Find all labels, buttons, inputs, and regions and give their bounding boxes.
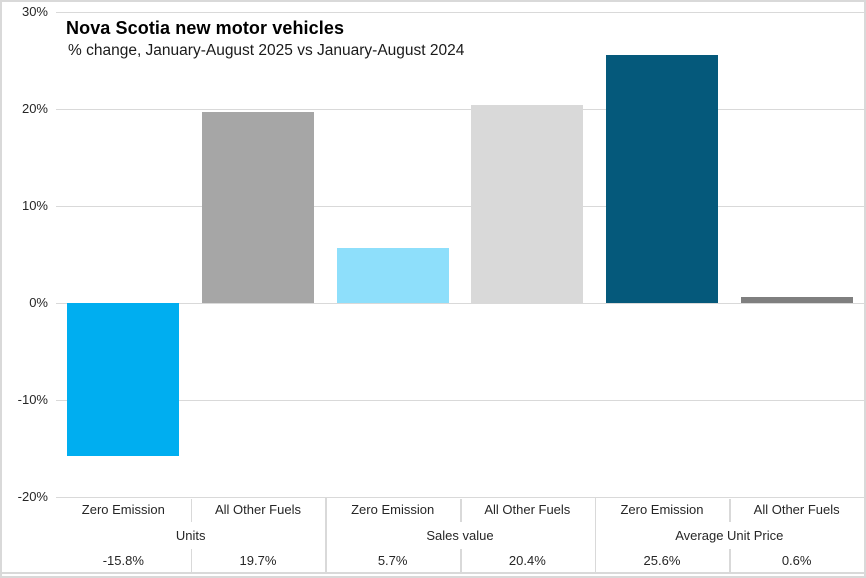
chart-subtitle: % change, January-August 2025 vs January… bbox=[68, 42, 465, 59]
category-label: Zero Emission bbox=[620, 502, 704, 517]
value-label: 19.7% bbox=[239, 553, 277, 568]
bar-sales-value-all-other-fuels bbox=[471, 105, 584, 303]
table-group-separator bbox=[325, 498, 327, 572]
value-label: 20.4% bbox=[508, 553, 546, 568]
bar-units-zero-emission bbox=[67, 303, 180, 457]
category-label: All Other Fuels bbox=[753, 502, 840, 517]
table-separator bbox=[190, 549, 193, 572]
table-separator bbox=[729, 549, 731, 572]
gridline bbox=[56, 497, 864, 498]
category-label: Zero Emission bbox=[351, 502, 435, 517]
group-label: Sales value bbox=[426, 528, 494, 543]
bar-sales-value-zero-emission bbox=[336, 247, 449, 303]
table-separator bbox=[460, 549, 462, 572]
y-tick-label: 0% bbox=[29, 295, 48, 310]
table-separator bbox=[460, 499, 462, 522]
value-label: 5.7% bbox=[377, 553, 408, 568]
table-separator bbox=[729, 499, 731, 522]
y-tick-label: -20% bbox=[17, 489, 48, 504]
gridline bbox=[56, 303, 864, 304]
group-label: Units bbox=[175, 528, 206, 543]
value-label: 0.6% bbox=[781, 553, 812, 568]
gridline bbox=[56, 400, 864, 401]
chart-title: Nova Scotia new motor vehicles bbox=[66, 18, 345, 38]
category-label: All Other Fuels bbox=[214, 502, 301, 517]
y-tick-label: 30% bbox=[21, 4, 48, 19]
bar-average-unit-price-all-other-fuels bbox=[740, 297, 853, 303]
gridline bbox=[56, 206, 864, 207]
value-label: 25.6% bbox=[643, 553, 681, 568]
table-separator bbox=[190, 499, 193, 522]
category-label: Zero Emission bbox=[81, 502, 165, 517]
y-tick-label: -10% bbox=[17, 392, 48, 407]
group-label: Average Unit Price bbox=[675, 528, 784, 543]
bar-units-all-other-fuels bbox=[202, 111, 314, 303]
table-bottom-line bbox=[0, 572, 866, 574]
gridline bbox=[56, 109, 864, 110]
gridline bbox=[56, 12, 864, 13]
chart-header: Nova Scotia new motor vehicles % change,… bbox=[66, 18, 464, 60]
y-tick-label: 20% bbox=[21, 101, 48, 116]
category-label: All Other Fuels bbox=[484, 502, 571, 517]
value-label: -15.8% bbox=[102, 553, 144, 568]
y-tick-label: 10% bbox=[21, 198, 48, 213]
table-group-separator bbox=[594, 498, 597, 572]
bar-average-unit-price-zero-emission bbox=[606, 54, 718, 303]
